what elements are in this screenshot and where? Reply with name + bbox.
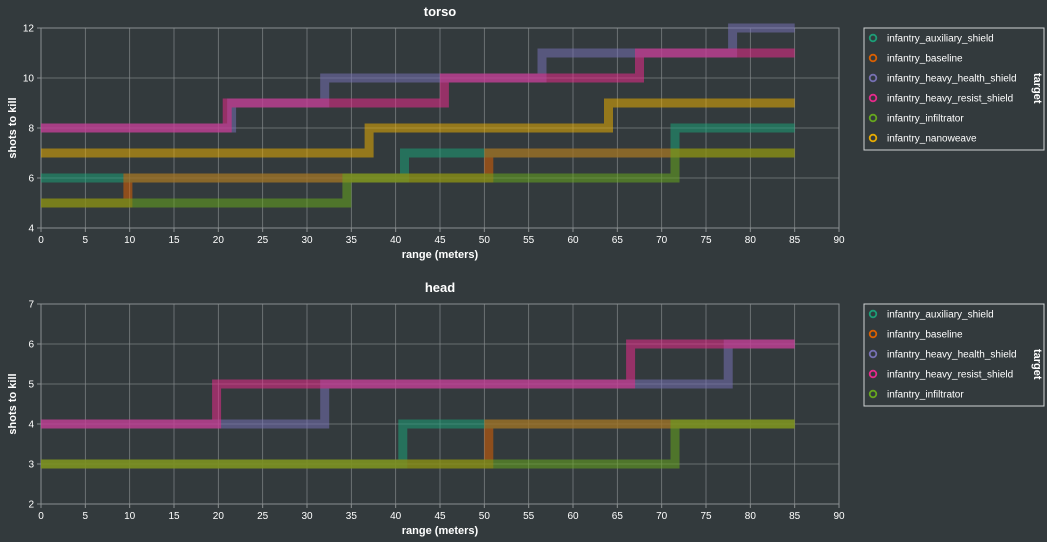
chart0-x-tick-label: 10 [124,235,136,246]
chart1-legend-label-infantry_infiltrator: infantry_infiltrator [887,390,964,401]
chart1-x-tick-label: 90 [833,511,845,522]
chart1-series-line-infantry_baseline [41,419,795,469]
chart1-series-line-infantry_infiltrator [41,419,795,469]
chart1-x-axis-label: range (meters) [402,525,479,537]
chart0-legend-title: target [1031,73,1043,104]
chart0-x-tick-label: 55 [523,235,535,246]
chart0-series-line-infantry_infiltrator [41,148,795,208]
chart0-x-tick-label: 30 [301,235,313,246]
chart1-x-tick-label: 40 [390,511,402,522]
chart0-legend-symbol-infantry_auxiliary_shield [868,33,878,43]
chart0-legend-label-infantry_baseline: infantry_baseline [887,54,963,65]
chart0-legend-symbol-infantry_baseline [868,53,878,63]
chart0-legend-symbol-infantry_heavy_resist_shield [868,93,878,103]
chart1-legend-label-infantry_auxiliary_shield: infantry_auxiliary_shield [887,310,994,321]
chart0-x-tick-label: 60 [567,235,579,246]
chart0-legend-symbol-infantry_infiltrator [868,113,878,123]
chart1-legend-symbol-infantry_heavy_resist_shield [868,369,878,379]
chart1-legend-symbol-infantry_auxiliary_shield [868,309,878,319]
chart0-x-tick-label: 0 [38,235,44,246]
chart1-y-tick-label: 6 [28,340,34,351]
chart1-y-axis-label: shots to kill [7,373,19,434]
chart0-x-tick-label: 35 [346,235,358,246]
chart1-y-tick-label: 2 [28,500,34,511]
chart0-x-tick-label: 25 [257,235,269,246]
chart0-x-tick-label: 50 [479,235,491,246]
chart1-legend-frame [863,303,1045,407]
chart0-x-tick-label: 20 [213,235,225,246]
chart1-x-tick-label: 25 [257,511,269,522]
chart0-legend-label-infantry_heavy_resist_shield: infantry_heavy_resist_shield [887,94,1013,105]
chart0-x-axis-label: range (meters) [402,249,479,261]
chart1-x-tick-label: 55 [523,511,535,522]
chart1-legend-label-infantry_baseline: infantry_baseline [887,330,963,341]
chart1-x-tick-label: 0 [38,511,44,522]
chart0-y-tick-label: 10 [23,74,35,85]
chart1-x-tick-label: 15 [168,511,180,522]
chart1-legend-label-infantry_heavy_health_shield: infantry_heavy_health_shield [887,350,1017,361]
chart1-x-tick-label: 10 [124,511,136,522]
chart0-title: torso [424,4,457,19]
chart1-y-tick-label: 5 [28,380,34,391]
chart1-plot-area [37,303,840,508]
chart1-x-tick-label: 35 [346,511,358,522]
chart1-y-tick-label: 7 [28,300,34,311]
chart0-legend-symbol-infantry_nanoweave [868,133,878,143]
chart0-y-tick-label: 8 [28,124,34,135]
chart1-x-tick-label: 20 [213,511,225,522]
chart1-legend-title: target [1031,349,1043,380]
chart0-legend-label-infantry_nanoweave: infantry_nanoweave [887,134,977,145]
chart0-x-tick-label: 75 [700,235,712,246]
chart1-plot-frame [40,303,840,505]
chart0-series-line-infantry_heavy_resist_shield [41,48,795,133]
chart1-x-tick-label: 70 [656,511,668,522]
chart0-legend-label-infantry_heavy_health_shield: infantry_heavy_health_shield [887,74,1017,85]
chart0-series-line-infantry_nanoweave [41,98,795,158]
chart1-y-tick-label: 3 [28,460,34,471]
chart1-legend-symbol-infantry_baseline [868,329,878,339]
chart1-legend-symbol-infantry_infiltrator [868,389,878,399]
chart0-y-axis-label: shots to kill [7,97,19,158]
chart1-x-tick-label: 50 [479,511,491,522]
chart0-x-tick-label: 5 [83,235,89,246]
chart1-x-tick-label: 30 [301,511,313,522]
chart0-legend-frame [863,27,1045,151]
chart0-x-tick-label: 40 [390,235,402,246]
chart1-legend-symbol-infantry_heavy_health_shield [868,349,878,359]
chart0-x-tick-label: 90 [833,235,845,246]
chart0-legend-label-infantry_infiltrator: infantry_infiltrator [887,114,964,125]
chart1-x-tick-label: 65 [612,511,624,522]
chart1-x-tick-label: 80 [745,511,757,522]
chart0-x-tick-label: 15 [168,235,180,246]
chart0-x-tick-label: 45 [434,235,446,246]
chart1-x-tick-label: 85 [789,511,801,522]
chart1-x-tick-label: 5 [83,511,89,522]
chart1-x-tick-label: 75 [700,511,712,522]
chart1-x-tick-label: 60 [567,511,579,522]
chart1-y-tick-label: 4 [28,420,34,431]
chart1-series-line-infantry_auxiliary_shield [41,419,795,469]
chart1-title: head [425,280,455,295]
chart1-legend-label-infantry_heavy_resist_shield: infantry_heavy_resist_shield [887,370,1013,381]
chart0-x-tick-label: 65 [612,235,624,246]
chart0-y-tick-label: 4 [28,224,34,235]
chart0-legend-symbol-infantry_heavy_health_shield [868,73,878,83]
chart0-x-tick-label: 85 [789,235,801,246]
chart0-y-tick-label: 6 [28,174,34,185]
chart0-x-tick-label: 80 [745,235,757,246]
chart0-x-tick-label: 70 [656,235,668,246]
chart0-y-tick-label: 12 [23,24,35,35]
chart1-series-line-infantry_heavy_resist_shield [41,339,795,429]
chart0-legend-label-infantry_auxiliary_shield: infantry_auxiliary_shield [887,34,994,45]
chart1-x-tick-label: 45 [434,511,446,522]
